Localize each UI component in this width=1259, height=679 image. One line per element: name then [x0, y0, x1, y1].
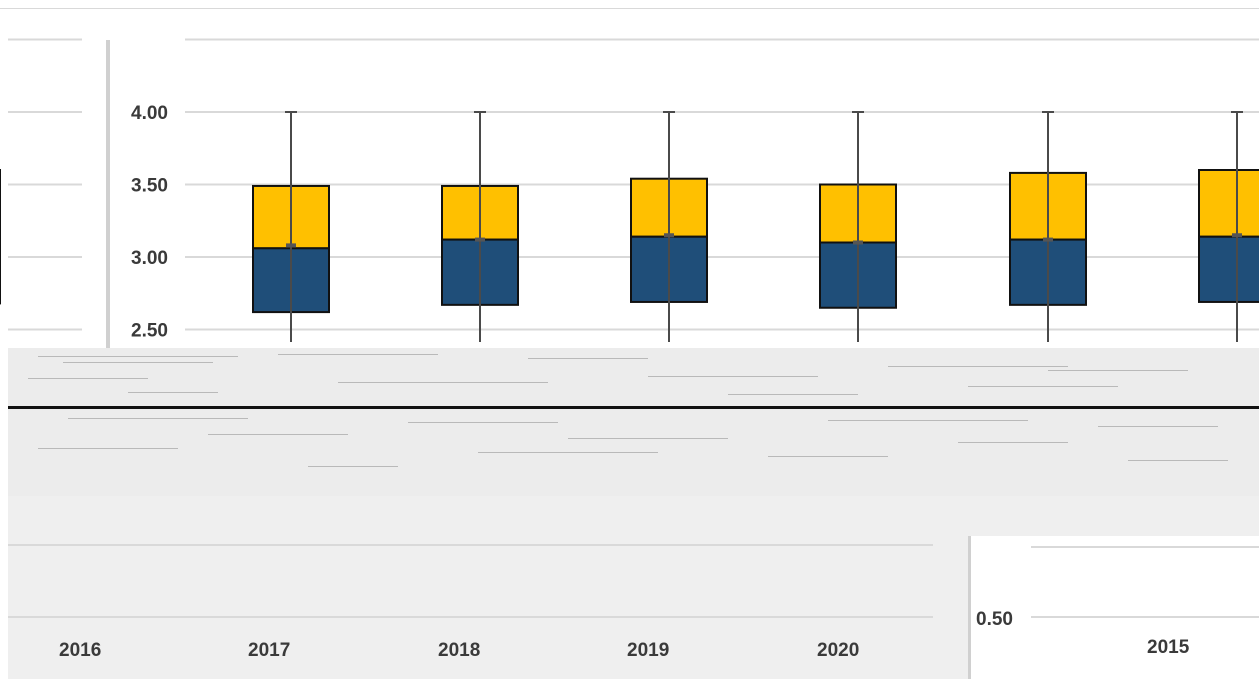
x-tick-label: 2015: [1147, 637, 1190, 658]
inset-grid-line: [1031, 616, 1259, 618]
x-tick-label: 2016: [59, 640, 102, 661]
inset-panel: [968, 536, 1259, 679]
noise-stroke: [28, 378, 148, 379]
noise-stroke: [958, 442, 1068, 443]
y-tick-labels: 4.00 3.50 3.00 2.50: [131, 103, 168, 342]
box-upper-quartile: [1198, 169, 1259, 238]
noise-stroke: [408, 422, 558, 423]
x-tick-label: 2017: [248, 640, 291, 661]
lower-tick-label: 0.50: [976, 609, 1013, 630]
noise-stroke: [308, 466, 398, 467]
noise-hard-line: [8, 406, 1259, 409]
noise-stroke: [568, 438, 728, 439]
noise-stroke: [208, 434, 348, 435]
top-border: [0, 8, 1259, 9]
mean-marker: [853, 240, 863, 245]
lower-grid-line: [8, 616, 933, 618]
noise-stroke: [728, 394, 858, 395]
mean-marker: [286, 243, 296, 248]
noise-stroke: [338, 382, 548, 383]
mean-marker: [1232, 233, 1242, 238]
box-2020: [819, 111, 897, 342]
noise-stroke: [1128, 460, 1228, 461]
x-tick-label: 2019: [627, 640, 670, 661]
corrupted-band: [8, 348, 1259, 496]
noise-stroke: [38, 448, 178, 449]
noise-stroke: [478, 452, 658, 453]
box-2019: [630, 111, 708, 342]
lower-panel: [8, 496, 1259, 679]
y-tick-label: 2.50: [131, 321, 168, 342]
noise-stroke: [648, 376, 818, 377]
lower-grid-line: [8, 544, 933, 546]
noise-stroke: [38, 356, 238, 357]
y-tick-label: 3.00: [131, 248, 168, 269]
x-tick-label: 2018: [438, 640, 481, 661]
noise-stroke: [1098, 426, 1218, 427]
noise-stroke: [278, 354, 438, 355]
x-tick-label: 2020: [817, 640, 860, 661]
y-tick-label: 3.50: [131, 176, 168, 197]
box-2018: [441, 111, 519, 342]
noise-stroke: [68, 418, 248, 419]
noise-stroke: [888, 366, 1068, 367]
noise-stroke: [768, 456, 888, 457]
noise-stroke: [1048, 370, 1188, 371]
grid-lines: [8, 38, 1259, 331]
box-2015: [1009, 111, 1087, 342]
box-partial: [1198, 111, 1259, 342]
mean-marker: [1043, 237, 1053, 242]
inset-grid-line: [1031, 546, 1259, 548]
boxes: [0, 111, 1259, 342]
noise-stroke: [528, 358, 648, 359]
box-lower-quartile: [1198, 235, 1259, 303]
noise-stroke: [828, 420, 1028, 421]
box-2017: [252, 111, 330, 342]
y-tick-label: 4.00: [131, 103, 168, 124]
mean-marker: [664, 233, 674, 238]
noise-stroke: [128, 392, 218, 393]
mean-marker: [475, 237, 485, 242]
noise-stroke: [63, 362, 213, 363]
noise-stroke: [968, 386, 1118, 387]
box-plot-chart: 4.00 3.50 3.00 2.50: [0, 8, 1259, 350]
